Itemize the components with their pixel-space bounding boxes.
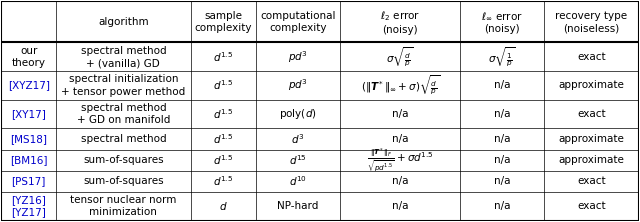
Text: NP-hard: NP-hard	[278, 201, 319, 211]
Text: $d^{1.5}$: $d^{1.5}$	[213, 79, 234, 92]
Text: spectral method
+ (vanilla) GD: spectral method + (vanilla) GD	[81, 46, 166, 68]
Text: $\ell_2$ error
(noisy): $\ell_2$ error (noisy)	[380, 9, 420, 35]
Text: [YZ16]
[YZ17]: [YZ16] [YZ17]	[12, 195, 46, 218]
Text: exact: exact	[577, 52, 605, 62]
Text: exact: exact	[577, 109, 605, 119]
Text: n/a: n/a	[494, 155, 510, 165]
Text: $pd^3$: $pd^3$	[288, 77, 308, 93]
Text: $d^{1.5}$: $d^{1.5}$	[213, 132, 234, 146]
Text: spectral method
+ GD on manifold: spectral method + GD on manifold	[77, 103, 170, 125]
Text: [BM16]: [BM16]	[10, 155, 47, 165]
Text: recovery type
(noiseless): recovery type (noiseless)	[556, 11, 627, 33]
Text: n/a: n/a	[494, 109, 510, 119]
Text: computational
complexity: computational complexity	[260, 11, 336, 33]
Text: $d^{1.5}$: $d^{1.5}$	[213, 107, 234, 121]
Text: sum-of-squares: sum-of-squares	[83, 176, 164, 186]
Text: tensor nuclear norm
minimization: tensor nuclear norm minimization	[70, 195, 177, 218]
Text: n/a: n/a	[494, 201, 510, 211]
Text: $\ell_\infty$ error
(noisy): $\ell_\infty$ error (noisy)	[481, 10, 523, 34]
Text: $d^{10}$: $d^{10}$	[289, 174, 307, 188]
Text: exact: exact	[577, 176, 605, 186]
Text: poly$(d)$: poly$(d)$	[279, 107, 317, 121]
Text: $\sigma\sqrt{\frac{d}{p}}$: $\sigma\sqrt{\frac{d}{p}}$	[387, 45, 414, 69]
Text: $d$: $d$	[219, 200, 228, 212]
Text: [MS18]: [MS18]	[10, 134, 47, 144]
Text: n/a: n/a	[494, 134, 510, 144]
Text: exact: exact	[577, 201, 605, 211]
Text: spectral method: spectral method	[81, 134, 166, 144]
Text: $\sigma\sqrt{\frac{1}{p}}$: $\sigma\sqrt{\frac{1}{p}}$	[488, 45, 516, 69]
Text: n/a: n/a	[392, 201, 408, 211]
Text: n/a: n/a	[494, 80, 510, 90]
Text: our
theory: our theory	[12, 46, 45, 68]
Text: n/a: n/a	[392, 109, 408, 119]
Text: $d^{1.5}$: $d^{1.5}$	[213, 153, 234, 167]
Text: [PS17]: [PS17]	[12, 176, 46, 186]
Text: $pd^3$: $pd^3$	[288, 49, 308, 65]
Text: algorithm: algorithm	[98, 17, 148, 27]
Text: [XYZ17]: [XYZ17]	[8, 80, 50, 90]
Text: approximate: approximate	[558, 134, 624, 144]
Text: n/a: n/a	[494, 176, 510, 186]
Text: $d^{1.5}$: $d^{1.5}$	[213, 50, 234, 64]
Text: $d^3$: $d^3$	[291, 132, 305, 146]
Text: approximate: approximate	[558, 80, 624, 90]
Text: $d^{1.5}$: $d^{1.5}$	[213, 174, 234, 188]
Text: $d^{15}$: $d^{15}$	[289, 153, 307, 167]
Text: spectral initialization
+ tensor power method: spectral initialization + tensor power m…	[61, 74, 186, 97]
Text: $(\|\boldsymbol{T}^*\|_\infty+\sigma)\sqrt{\frac{d}{p}}$: $(\|\boldsymbol{T}^*\|_\infty+\sigma)\sq…	[360, 73, 440, 97]
Text: sum-of-squares: sum-of-squares	[83, 155, 164, 165]
Text: [XY17]: [XY17]	[12, 109, 46, 119]
Text: sample
complexity: sample complexity	[195, 11, 252, 33]
Text: n/a: n/a	[392, 176, 408, 186]
Text: $\frac{\|\boldsymbol{T}^*\|_F}{\sqrt{pd^{1.5}}}+\sigma d^{1.5}$: $\frac{\|\boldsymbol{T}^*\|_F}{\sqrt{pd^…	[367, 147, 433, 174]
Text: approximate: approximate	[558, 155, 624, 165]
Text: n/a: n/a	[392, 134, 408, 144]
